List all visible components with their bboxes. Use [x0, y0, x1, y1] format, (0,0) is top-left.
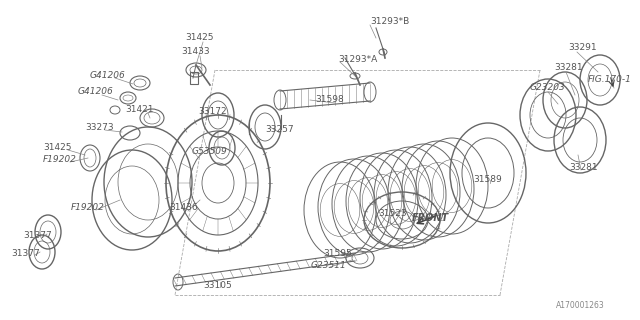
Text: 31421: 31421: [125, 106, 154, 115]
Text: 33257: 33257: [266, 125, 294, 134]
Text: A170001263: A170001263: [556, 301, 604, 310]
Text: 33281: 33281: [570, 164, 598, 172]
Text: 31293*B: 31293*B: [371, 18, 410, 27]
Text: G53509: G53509: [191, 147, 227, 156]
Text: G41206: G41206: [77, 87, 113, 97]
Text: 33105: 33105: [204, 281, 232, 290]
Text: F19202: F19202: [71, 203, 105, 212]
Text: 31377: 31377: [12, 250, 40, 259]
Text: FRONT: FRONT: [412, 213, 449, 223]
Text: 31293*A: 31293*A: [339, 55, 378, 65]
Bar: [190, 72, 198, 84]
Text: 31433: 31433: [182, 47, 211, 57]
Text: 31523: 31523: [379, 210, 407, 219]
Text: 31425: 31425: [44, 143, 72, 153]
Text: FIG.170-1: FIG.170-1: [588, 76, 632, 84]
Text: G41206: G41206: [89, 70, 125, 79]
Text: 31436: 31436: [170, 204, 198, 212]
Text: G23203: G23203: [529, 84, 565, 92]
Text: 31377: 31377: [24, 230, 52, 239]
Text: G23511: G23511: [310, 260, 346, 269]
Text: 31425: 31425: [186, 34, 214, 43]
Text: 33281: 33281: [555, 63, 583, 73]
Text: 33273: 33273: [86, 123, 115, 132]
Text: 33172: 33172: [198, 108, 227, 116]
Text: F19202: F19202: [43, 156, 77, 164]
Text: 31595: 31595: [324, 249, 353, 258]
Text: 31589: 31589: [474, 175, 502, 185]
Text: 31598: 31598: [316, 95, 344, 105]
Text: 33291: 33291: [569, 44, 597, 52]
